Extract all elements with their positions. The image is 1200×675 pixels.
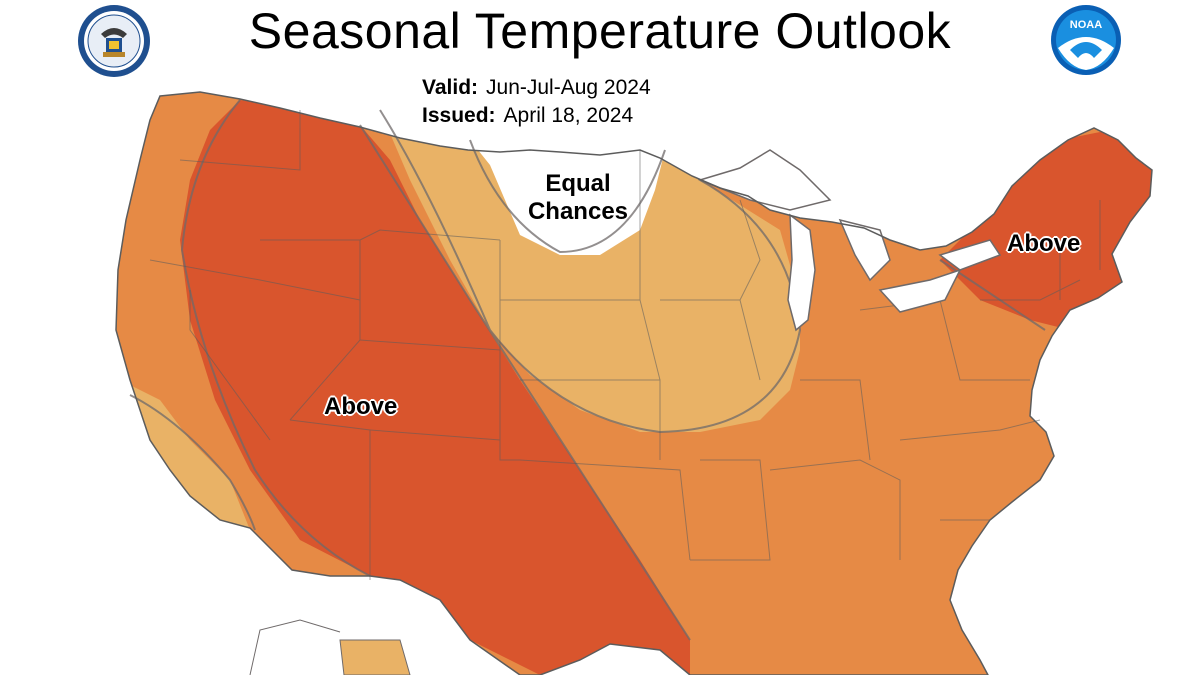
zone-above-70-northeast [940, 130, 1152, 330]
zone-above-70-west [180, 100, 690, 675]
issued-value: April 18, 2024 [503, 104, 634, 127]
label-equal-line2: Chances [527, 197, 629, 225]
issued-date: Issued: April 18, 2024 [422, 104, 633, 128]
valid-value: Jun-Jul-Aug 2024 [486, 76, 651, 99]
label-above-west: Above [324, 393, 398, 420]
zone-above-40-central [380, 110, 800, 432]
us-outline [115, 91, 1153, 675]
alaska-fragment [339, 639, 411, 675]
noaa-text: NOAA [1070, 19, 1102, 31]
inset-outline [249, 619, 341, 675]
page-title: Seasonal Temperature Outlook [248, 3, 952, 59]
state-borders [149, 110, 1101, 580]
zone-equal-chances [470, 140, 665, 255]
noaa-logo-icon: NOAA [1051, 5, 1121, 75]
zone-above-40-southwest [120, 380, 250, 530]
commerce-seal-icon [78, 5, 150, 77]
valid-period: Valid: Jun-Jul-Aug 2024 [422, 76, 651, 100]
issued-label: Issued: [422, 104, 496, 127]
valid-label: Valid: [422, 76, 479, 99]
label-equal-line1: Equal [545, 170, 611, 197]
label-above-northeast: Above [1007, 230, 1081, 257]
label-equal-chances: Equal Chances [526, 170, 630, 225]
